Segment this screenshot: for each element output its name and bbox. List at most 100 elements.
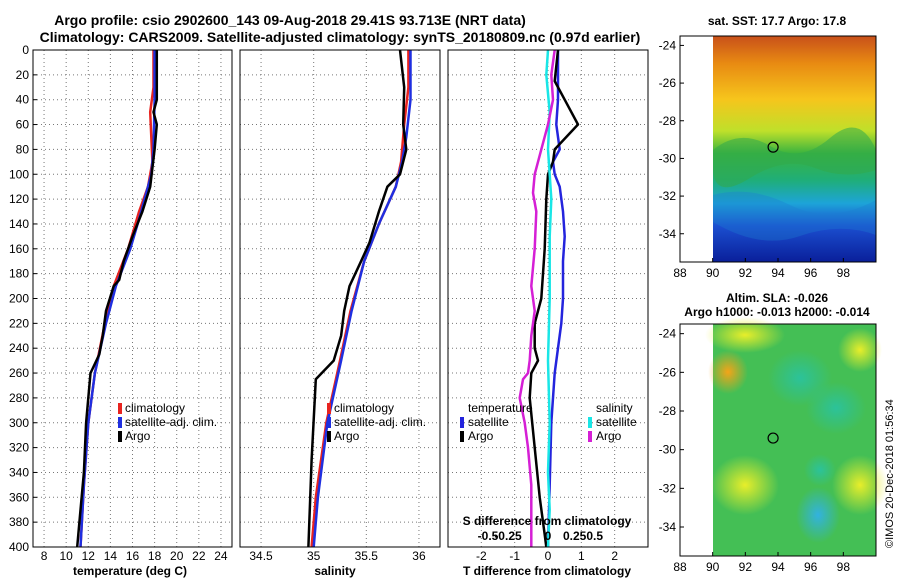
lon-tick-label: 88 <box>673 560 687 574</box>
sla-high-anomaly <box>838 328 882 372</box>
sst-lon-ticks: 88 90 92 94 96 98 <box>673 258 850 280</box>
x-tick-label: 34.5 <box>249 549 273 563</box>
lat-tick-label: -34 <box>659 520 677 534</box>
sla-lat-ticks: -24 -26 -28 -30 -32 -34 <box>659 327 684 534</box>
x-tick-label: 10 <box>59 549 73 563</box>
series-line-argo <box>75 50 159 547</box>
sst-map-title: sat. SST: 17.7 Argo: 17.8 <box>708 14 847 28</box>
y-tick-label: 260 <box>9 366 29 380</box>
profile-location-marker <box>767 432 779 444</box>
sla-low-anomaly <box>796 487 840 543</box>
t-difference-x-label: T difference from climatology <box>463 564 631 578</box>
x-tick-label: -2 <box>476 549 487 563</box>
salinity-panel: 34.5 35 35.5 36 salinity climatology satell… <box>239 49 441 578</box>
legend-swatch-sal-satellite <box>588 417 592 428</box>
y-tick-label: 200 <box>9 292 29 306</box>
legend-label-temp-argo: Argo <box>468 429 494 443</box>
temperature-x-ticks: 8 10 12 14 16 18 20 22 24 <box>41 549 228 563</box>
series-line-temperature-satellite <box>546 50 566 547</box>
y-tick-label: 120 <box>9 192 29 206</box>
s-diff-tick-label: 0 <box>545 529 552 543</box>
legend-swatch-satellite-adj <box>327 417 331 428</box>
legend-swatch-climatology <box>118 403 122 414</box>
lat-tick-label: -32 <box>659 481 677 495</box>
legend-swatch-argo <box>327 431 331 442</box>
s-diff-tick-label: -0.5 <box>478 529 499 543</box>
sla-lon-ticks: 88 90 92 94 96 98 <box>673 552 850 574</box>
legend-swatch-climatology <box>327 403 331 414</box>
lon-tick-label: 90 <box>706 266 720 280</box>
lat-tick-label: -34 <box>659 227 677 241</box>
lat-tick-label: -26 <box>659 76 677 90</box>
x-tick-label: -1 <box>509 549 520 563</box>
legend-label-argo: Argo <box>334 429 360 443</box>
x-tick-label: 35.5 <box>355 549 379 563</box>
sst-front-band <box>713 127 876 188</box>
lon-tick-label: 96 <box>804 560 818 574</box>
x-tick-label: 18 <box>148 549 162 563</box>
legend-label-satellite-adj: satellite-adj. clim. <box>125 415 217 429</box>
sst-profile-marker <box>767 141 779 153</box>
s-difference-tick-labels: -0.5-0.25 0 0.25 0.5 <box>478 529 604 543</box>
lat-tick-label: -24 <box>659 38 677 52</box>
salinity-x-ticks: 34.5 35 35.5 36 <box>249 549 426 563</box>
legend-swatch-sal-argo <box>588 431 592 442</box>
s-difference-label: S difference from climatology <box>463 514 632 528</box>
difference-axes-frame <box>447 49 649 548</box>
y-tick-label: 0 <box>22 43 29 57</box>
series-line-temperature-argo <box>528 50 580 547</box>
x-tick-label: 36 <box>412 549 426 563</box>
series-line-satellite-adj-clim <box>312 50 412 547</box>
lon-tick-label: 92 <box>739 266 753 280</box>
lat-tick-label: -24 <box>659 327 677 341</box>
lat-tick-label: -26 <box>659 365 677 379</box>
sla-high-anomaly <box>705 317 785 353</box>
x-tick-label: 16 <box>126 549 140 563</box>
legend-label-satellite-adj: satellite-adj. clim. <box>334 415 426 429</box>
legend-label-sal-argo: Argo <box>596 429 622 443</box>
sla-low-anomaly <box>806 382 866 434</box>
figure-title-line1: Argo profile: csio 2902600_143 09-Aug-20… <box>54 12 526 28</box>
legend-label-sal-satellite: satellite <box>596 415 637 429</box>
x-tick-label: 20 <box>170 549 184 563</box>
lon-tick-label: 96 <box>804 266 818 280</box>
lon-tick-label: 94 <box>771 266 785 280</box>
y-tick-label: 60 <box>16 118 30 132</box>
x-tick-label: 1 <box>578 549 585 563</box>
sla-low-anomaly <box>804 454 836 486</box>
x-tick-label: 35 <box>307 549 321 563</box>
lon-tick-label: 92 <box>739 560 753 574</box>
y-tick-label: 140 <box>9 217 29 231</box>
lon-tick-label: 90 <box>706 560 720 574</box>
y-tick-label: 240 <box>9 341 29 355</box>
lat-tick-label: -28 <box>659 404 677 418</box>
x-tick-label: 8 <box>41 549 48 563</box>
salinity-x-label: salinity <box>314 564 356 578</box>
x-tick-label: 12 <box>82 549 96 563</box>
y-tick-label: 360 <box>9 490 29 504</box>
legend-title-temperature: temperature <box>468 401 533 415</box>
lat-tick-label: -30 <box>659 443 677 457</box>
lat-tick-label: -30 <box>659 151 677 165</box>
legend-label-climatology: climatology <box>125 401 185 415</box>
y-tick-label: 40 <box>16 93 30 107</box>
sst-map-panel: sat. SST: 17.7 Argo: 17.8 88 90 92 94 96 98 -… <box>659 14 877 280</box>
y-tick-label: 400 <box>9 540 29 554</box>
y-tick-label: 160 <box>9 242 29 256</box>
y-tick-label: 320 <box>9 441 29 455</box>
series-line-salinity-argo <box>518 50 556 547</box>
x-tick-label: 22 <box>192 549 206 563</box>
y-tick-label: 180 <box>9 267 29 281</box>
s-diff-tick-label: 0.5 <box>586 529 603 543</box>
x-tick-label: 2 <box>611 549 618 563</box>
sla-map-title-line2: Argo h1000: -0.013 h2000: -0.014 <box>684 305 870 319</box>
salinity-axes-frame <box>239 49 441 548</box>
temperature-panel: 8 10 12 14 16 18 20 22 24 0 20 40 60 80 100 120 140 160 1… <box>9 43 233 578</box>
figure-title-line2: Climatology: CARS2009. Satellite-adjuste… <box>40 29 641 45</box>
sla-map-panel: Altim. SLA: -0.026 Argo h1000: -0.013 h2… <box>659 291 888 574</box>
legend-swatch-temp-satellite <box>460 417 464 428</box>
x-tick-label: 0 <box>545 549 552 563</box>
sla-high-anomaly <box>832 455 888 515</box>
lat-tick-label: -28 <box>659 114 677 128</box>
sla-profile-marker <box>767 432 779 444</box>
